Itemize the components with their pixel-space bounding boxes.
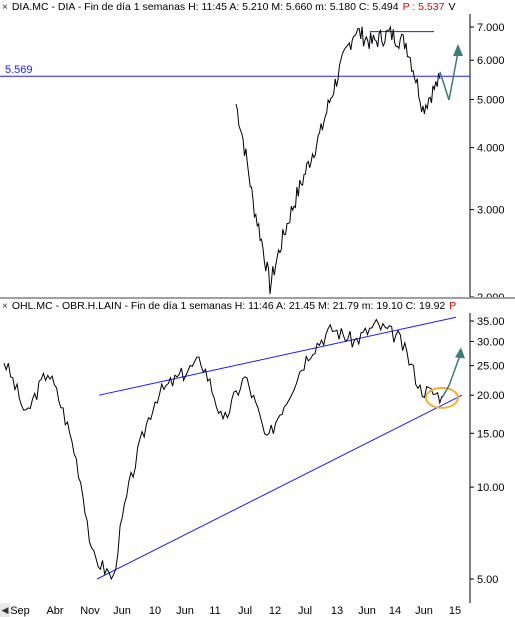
close-icon[interactable]: ×	[2, 300, 8, 312]
y-tick-label: 25.00	[477, 361, 505, 373]
top-chart-plot[interactable]: 5.569 7.000 6.000 5.000 4.000 3.000 2.000	[0, 0, 515, 297]
projection-arrowhead	[453, 44, 463, 56]
x-tick-label: 13	[331, 605, 343, 617]
bottom-chart-plot[interactable]: 35.00 30.00 25.00 20.00 15.00 10.00 5.00	[0, 299, 515, 603]
x-tick-label: Jul	[238, 605, 252, 617]
x-tick-label: 15	[449, 605, 461, 617]
x-tick-label: Jul	[298, 605, 312, 617]
x-tick-label: Abr	[46, 605, 63, 617]
scroll-left-icon[interactable]: ◀	[0, 603, 10, 617]
y-tick-label: 2.000	[477, 292, 505, 297]
y-tick-label: 3.000	[477, 205, 505, 217]
x-tick-label: Jun	[358, 605, 376, 617]
x-tick-label: Jun	[176, 605, 194, 617]
top-chart-panel[interactable]: × DIA.MC - DIA - Fin de día 1 semanas H:…	[0, 0, 515, 297]
y-tick-label: 20.00	[477, 390, 505, 402]
y-tick-label: 5.000	[477, 95, 505, 107]
price-line-label: 5.569	[5, 64, 33, 76]
x-tick-label: 14	[389, 605, 401, 617]
x-tick-label: Sep	[10, 605, 30, 617]
y-tick-label: 35.00	[477, 316, 505, 328]
projection-arrow[interactable]	[439, 51, 459, 101]
y-tick-label: 4.000	[477, 143, 505, 155]
x-tick-label: 10	[149, 605, 161, 617]
projection-arrow[interactable]	[441, 355, 461, 399]
bottom-chart-title: OHL.MC - OBR.H.LAIN - Fin de día 1 seman…	[11, 300, 446, 312]
y-tick-label: 7.000	[477, 22, 505, 34]
channel-upper-line[interactable]	[98, 316, 457, 396]
bottom-chart-last-price: P	[449, 300, 457, 312]
top-chart-header-tail: V	[448, 1, 456, 13]
x-tick-label: 12	[269, 605, 281, 617]
bottom-price-series	[3, 318, 443, 581]
close-icon[interactable]: ×	[2, 1, 8, 13]
y-tick-label: 15.00	[477, 428, 505, 440]
x-tick-label: Nov	[80, 605, 100, 617]
y-tick-label: 6.000	[477, 55, 505, 67]
y-tick-label: 10.00	[477, 482, 505, 494]
panel-divider[interactable]	[0, 297, 515, 299]
x-tick-label: Jun	[113, 605, 131, 617]
y-tick-label: 30.00	[477, 336, 505, 348]
top-chart-last-price: P : 5.537	[402, 1, 445, 13]
y-tick-label: 5.00	[477, 574, 498, 586]
top-price-series	[235, 25, 441, 295]
x-tick-label: Jun	[415, 605, 433, 617]
x-axis: Sep Abr Nov Jun 10 Jun 11 Jul 12 Jul 13 Jun 14 Jun 15	[10, 605, 461, 617]
top-chart-header: × DIA.MC - DIA - Fin de día 1 semanas H:…	[0, 0, 515, 14]
projection-arrowhead	[455, 347, 465, 359]
top-chart-title: DIA.MC - DIA - Fin de día 1 semanas H: 1…	[11, 1, 399, 13]
x-tick-label: 11	[209, 605, 220, 617]
bottom-chart-panel[interactable]: × OHL.MC - OBR.H.LAIN - Fin de día 1 sem…	[0, 299, 515, 603]
bottom-chart-header: × OHL.MC - OBR.H.LAIN - Fin de día 1 sem…	[0, 299, 515, 313]
channel-lower-line[interactable]	[96, 394, 463, 580]
highlight-circle[interactable]	[425, 386, 459, 409]
